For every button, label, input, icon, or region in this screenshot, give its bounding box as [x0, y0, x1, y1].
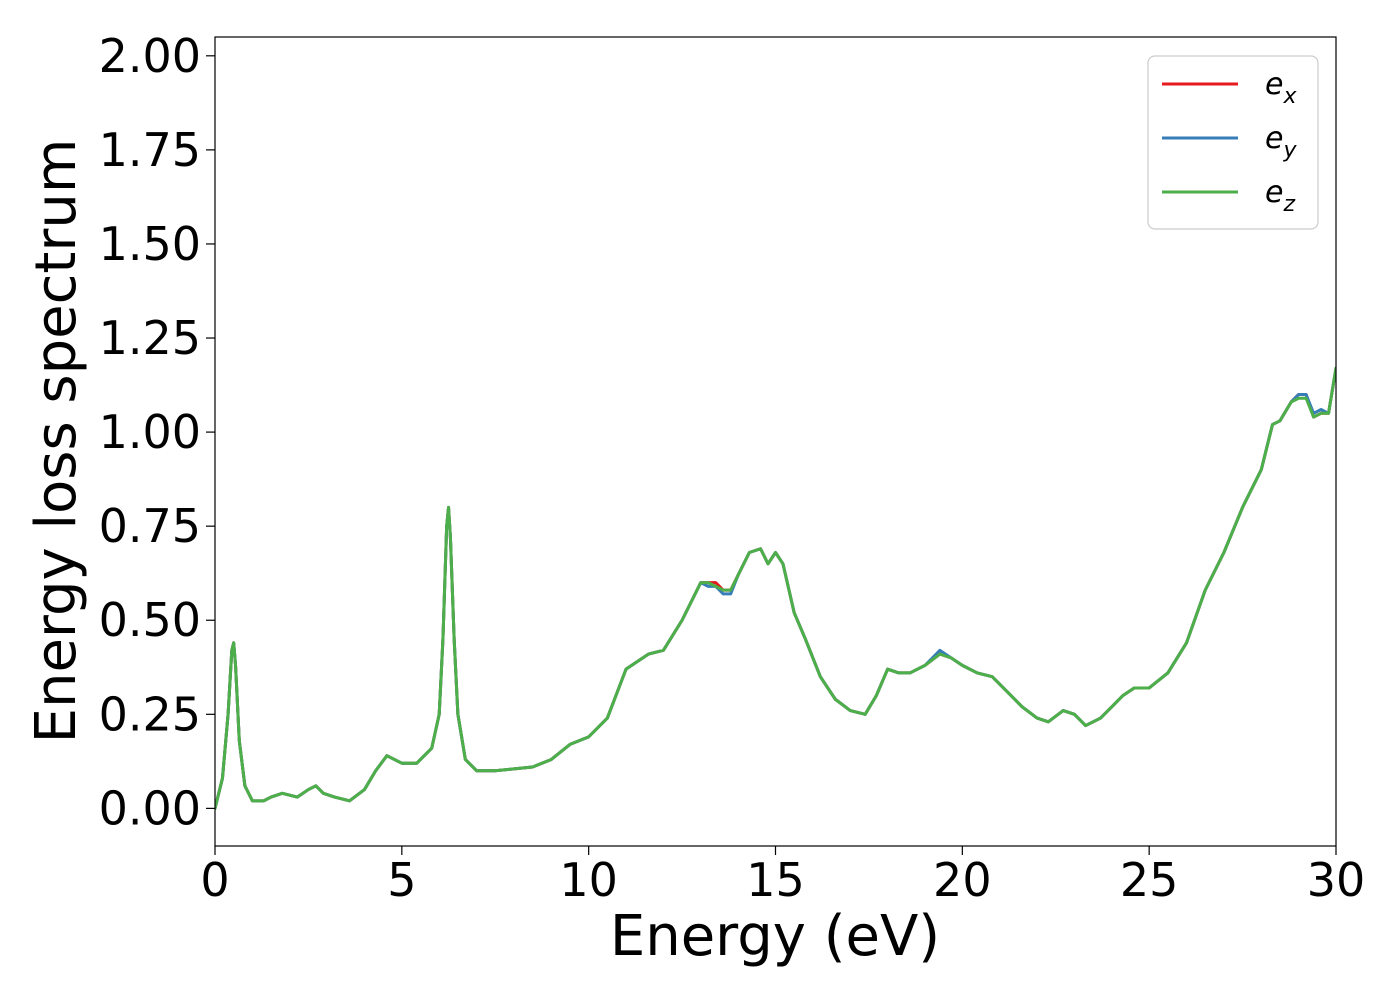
x-tick-label: 25: [1120, 853, 1179, 907]
x-tick-label: 10: [559, 853, 618, 907]
legend-label-ey: ey: [1265, 121, 1297, 163]
y-tick-label: 1.75: [99, 123, 201, 177]
series-line-e_z: [215, 366, 1336, 810]
y-tick-label: 0.50: [99, 593, 201, 647]
x-tick-label: 30: [1307, 853, 1366, 907]
x-tick-label: 0: [200, 853, 229, 907]
x-tick-label: 5: [387, 853, 416, 907]
x-axis: 0 5 10 15 20 25 30: [200, 846, 1365, 907]
y-tick-label: 1.25: [99, 311, 201, 365]
x-tick-label: 20: [933, 853, 992, 907]
y-axis: 0.00 0.25 0.50 0.75 1.00 1.25 1.50 1.75 2.00: [99, 29, 215, 835]
y-tick-label: 1.00: [99, 405, 201, 459]
y-tick-label: 1.50: [99, 217, 201, 271]
y-axis-label: Energy loss spectrum: [24, 139, 89, 744]
legend-box: [1147, 55, 1319, 230]
plot-area: [214, 36, 1337, 847]
y-tick-label: 2.00: [99, 29, 201, 83]
y-tick-label: 0.00: [99, 781, 201, 835]
y-tick-label: 0.25: [99, 687, 201, 741]
legend-label-ex: ex: [1265, 67, 1297, 109]
y-tick-label: 0.75: [99, 499, 201, 553]
legend: ex ey ez: [1147, 55, 1319, 230]
x-tick-label: 15: [746, 853, 805, 907]
series-layer: [215, 366, 1336, 810]
legend-label-ez: ez: [1265, 175, 1295, 217]
x-axis-label: Energy (eV): [610, 904, 940, 969]
